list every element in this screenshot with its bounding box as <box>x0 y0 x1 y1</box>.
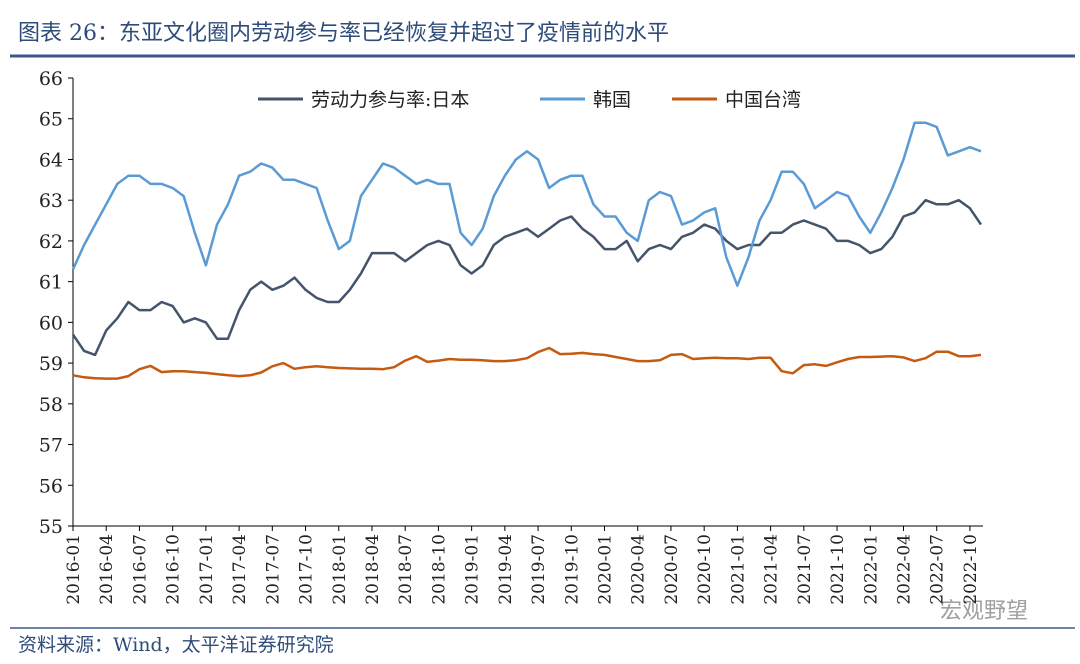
y-tick-label: 56 <box>39 475 63 497</box>
y-tick-label: 58 <box>39 394 63 416</box>
y-tick-label: 66 <box>39 68 63 90</box>
y-tick-label: 64 <box>39 149 63 171</box>
x-tick-label: 2016-01 <box>64 534 84 605</box>
x-tick-label: 2017-07 <box>263 534 283 605</box>
x-tick-label: 2021-10 <box>828 534 848 605</box>
source: 资料来源：Wind，太平洋证券研究院 <box>18 634 334 656</box>
x-tick-label: 2020-10 <box>695 534 715 605</box>
y-tick-label: 57 <box>39 435 63 457</box>
y-tick-label: 60 <box>39 312 63 334</box>
x-tick-label: 2021-04 <box>762 534 782 605</box>
x-tick-label: 2018-04 <box>363 534 383 605</box>
x-tick-label: 2018-10 <box>429 534 449 605</box>
y-tick-label: 65 <box>39 109 63 131</box>
y-tick-label: 63 <box>39 190 63 212</box>
watermark: 宏观野望 <box>940 599 1028 624</box>
legend-label: 劳动力参与率:日本 <box>311 89 469 111</box>
y-tick-label: 62 <box>39 231 63 253</box>
x-tick-label: 2022-01 <box>861 534 881 605</box>
x-tick-label: 2021-01 <box>728 534 748 605</box>
y-tick-label: 59 <box>39 353 63 375</box>
x-tick-label: 2020-04 <box>629 534 649 605</box>
x-tick-label: 2018-07 <box>396 534 416 605</box>
x-tick-label: 2016-07 <box>130 534 150 605</box>
y-tick-label: 55 <box>39 516 63 538</box>
x-tick-label: 2021-07 <box>795 534 815 605</box>
chart-title: 图表 26：东亚文化圈内劳动参与率已经恢复并超过了疫情前的水平 <box>18 21 669 46</box>
legend-label: 中国台湾 <box>725 89 801 111</box>
x-tick-label: 2017-01 <box>197 534 217 605</box>
x-tick-label: 2022-07 <box>928 534 948 605</box>
x-tick-label: 2017-04 <box>230 534 250 605</box>
x-tick-label: 2022-04 <box>894 534 914 605</box>
legend-label: 韩国 <box>593 89 631 111</box>
x-tick-label: 2019-10 <box>562 534 582 605</box>
x-tick-label: 2020-01 <box>596 534 616 605</box>
x-tick-label: 2019-04 <box>496 534 516 605</box>
x-tick-label: 2016-04 <box>97 534 117 605</box>
series-line <box>71 198 983 357</box>
x-tick-label: 2016-10 <box>164 534 184 605</box>
x-tick-label: 2019-01 <box>463 534 483 605</box>
y-tick-label: 61 <box>39 272 63 294</box>
x-tick-label: 2017-10 <box>297 534 317 605</box>
series-line <box>72 346 982 380</box>
series-line <box>71 121 982 287</box>
x-tick-label: 2022-10 <box>961 534 981 605</box>
x-tick-label: 2019-07 <box>529 534 549 605</box>
x-tick-label: 2018-01 <box>330 534 350 605</box>
x-tick-label: 2020-07 <box>662 534 682 605</box>
